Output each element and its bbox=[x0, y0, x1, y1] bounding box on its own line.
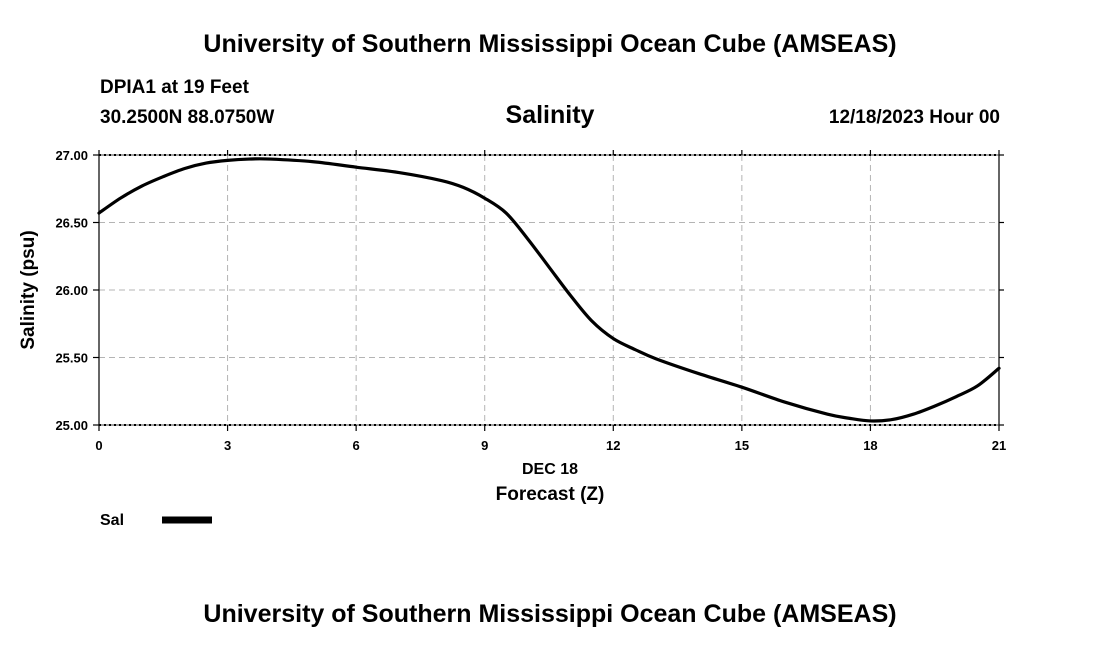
x-tick-label-21: 21 bbox=[992, 438, 1006, 453]
station-label: DPIA1 at 19 Feet bbox=[100, 77, 249, 98]
coordinates-label: 30.2500N 88.0750W bbox=[100, 107, 275, 128]
axis-ticks: 0 3 6 9 12 15 18 21 25.00 25.50 26.00 26.50 27.00 bbox=[55, 148, 1006, 453]
x-tick-label-12: 12 bbox=[606, 438, 620, 453]
x-tick-label-15: 15 bbox=[735, 438, 749, 453]
datetime-label: 12/18/2023 Hour 00 bbox=[828, 107, 1000, 128]
grid bbox=[99, 155, 999, 425]
x-tick-label-0: 0 bbox=[95, 438, 102, 453]
x-axis-date-label: DEC 18 bbox=[522, 461, 578, 478]
main-title-bottom: University of Southern Mississippi Ocean… bbox=[203, 600, 897, 628]
x-tick-label-6: 6 bbox=[353, 438, 360, 453]
y-tick-label-26.50: 26.50 bbox=[55, 216, 88, 231]
y-axis-label: Salinity (psu) bbox=[18, 230, 39, 349]
y-tick-label-27.00: 27.00 bbox=[55, 148, 88, 163]
x-axis-label: Forecast (Z) bbox=[496, 484, 605, 505]
legend: Sal bbox=[100, 512, 212, 529]
legend-label: Sal bbox=[100, 512, 124, 529]
y-tick-label-25.50: 25.50 bbox=[55, 351, 88, 366]
series-line-sal bbox=[97, 157, 1001, 423]
y-tick-label-26.00: 26.00 bbox=[55, 283, 88, 298]
main-title-top: University of Southern Mississippi Ocean… bbox=[203, 30, 897, 58]
y-tick-label-25.00: 25.00 bbox=[55, 418, 88, 433]
x-tick-label-18: 18 bbox=[863, 438, 877, 453]
plot-frame bbox=[98, 154, 1000, 426]
series-layer bbox=[97, 157, 1001, 423]
chart-title: Salinity bbox=[505, 101, 595, 129]
x-tick-label-3: 3 bbox=[224, 438, 231, 453]
x-tick-label-9: 9 bbox=[481, 438, 488, 453]
